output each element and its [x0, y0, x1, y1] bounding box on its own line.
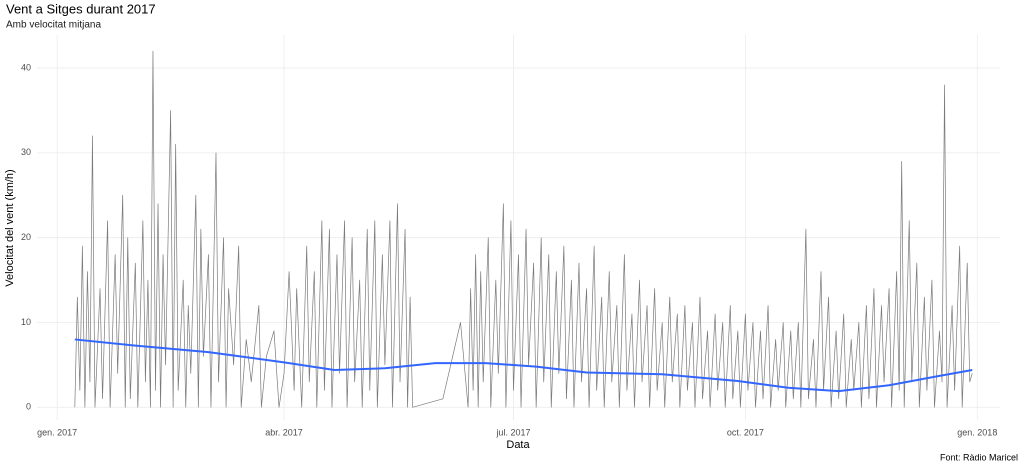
- caption: Font: Ràdio Maricel: [940, 452, 1018, 462]
- x-tick-label: oct. 2017: [727, 427, 764, 437]
- x-tick-label: jul. 2017: [495, 427, 530, 437]
- y-tick-label: 10: [21, 317, 31, 327]
- grid: 0 10 20 30 40 gen. 2017 abr. 2017 jul. 2017 oct.…: [21, 35, 1000, 437]
- chart-subtitle: Amb velocitat mitjana: [6, 20, 101, 31]
- x-tick-label: gen. 2018: [957, 427, 997, 437]
- chart-title: Vent a Sitges durant 2017: [6, 1, 156, 16]
- y-tick-label: 40: [21, 62, 31, 72]
- y-tick-label: 20: [21, 232, 31, 242]
- y-tick-label: 0: [26, 402, 31, 412]
- x-tick-label: gen. 2017: [37, 427, 77, 437]
- plot-area: [74, 50, 973, 408]
- x-axis-title: Data: [506, 439, 530, 451]
- smooth-line: [74, 338, 973, 393]
- wind-line: [74, 50, 973, 408]
- y-tick-label: 30: [21, 147, 31, 157]
- y-axis-title: Velocitat del vent (km/h): [4, 169, 16, 286]
- x-tick-label: abr. 2017: [265, 427, 303, 437]
